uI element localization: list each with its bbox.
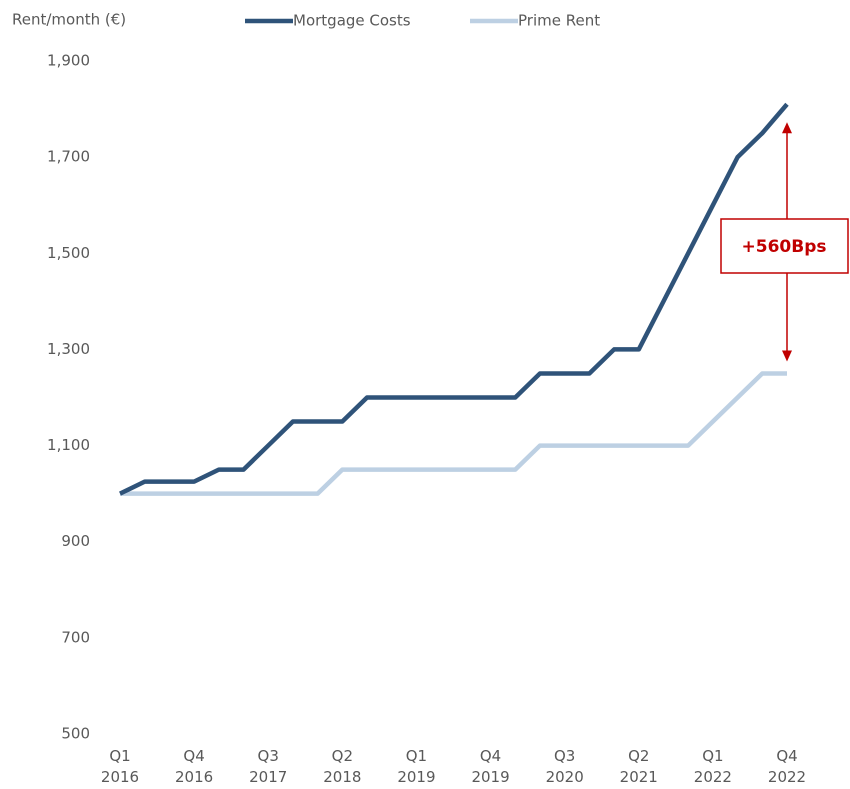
y-tick-label: 1,900: [47, 52, 90, 70]
legend-label: Mortgage Costs: [293, 12, 411, 30]
x-tick-label: Q4 2022: [767, 747, 807, 786]
annotation-text: +560Bps: [742, 237, 827, 257]
y-tick-label: 1,700: [47, 148, 90, 166]
x-tick-label: Q4 2016: [175, 747, 214, 786]
x-tick-label: Q3 2017: [249, 747, 288, 786]
x-tick-label: Q1 2022: [693, 747, 732, 786]
arrow-head: [782, 122, 792, 134]
series-line: [119, 102, 789, 496]
x-tick-label: Q3 2020: [545, 747, 584, 786]
x-tick-label: Q2 2021: [619, 747, 658, 786]
y-tick-label: 700: [61, 628, 90, 646]
x-tick-label: Q4 2019: [471, 747, 510, 786]
y-tick-label: 500: [61, 725, 90, 743]
y-tick-label: 1,100: [47, 436, 90, 454]
y-tick-label: 900: [61, 532, 90, 550]
arrow-head: [782, 350, 792, 362]
x-tick-label: Q1 2016: [100, 747, 140, 786]
y-tick-label: 1,500: [47, 244, 90, 262]
series-line: [120, 371, 787, 496]
y-tick-label: 1,300: [47, 340, 90, 358]
x-tick-label: Q1 2019: [397, 747, 436, 786]
legend-label: Prime Rent: [518, 12, 600, 30]
annotation-box: [720, 218, 849, 274]
x-tick-label: Q2 2018: [323, 747, 362, 786]
y-axis-label: Rent/month (€): [12, 11, 126, 29]
